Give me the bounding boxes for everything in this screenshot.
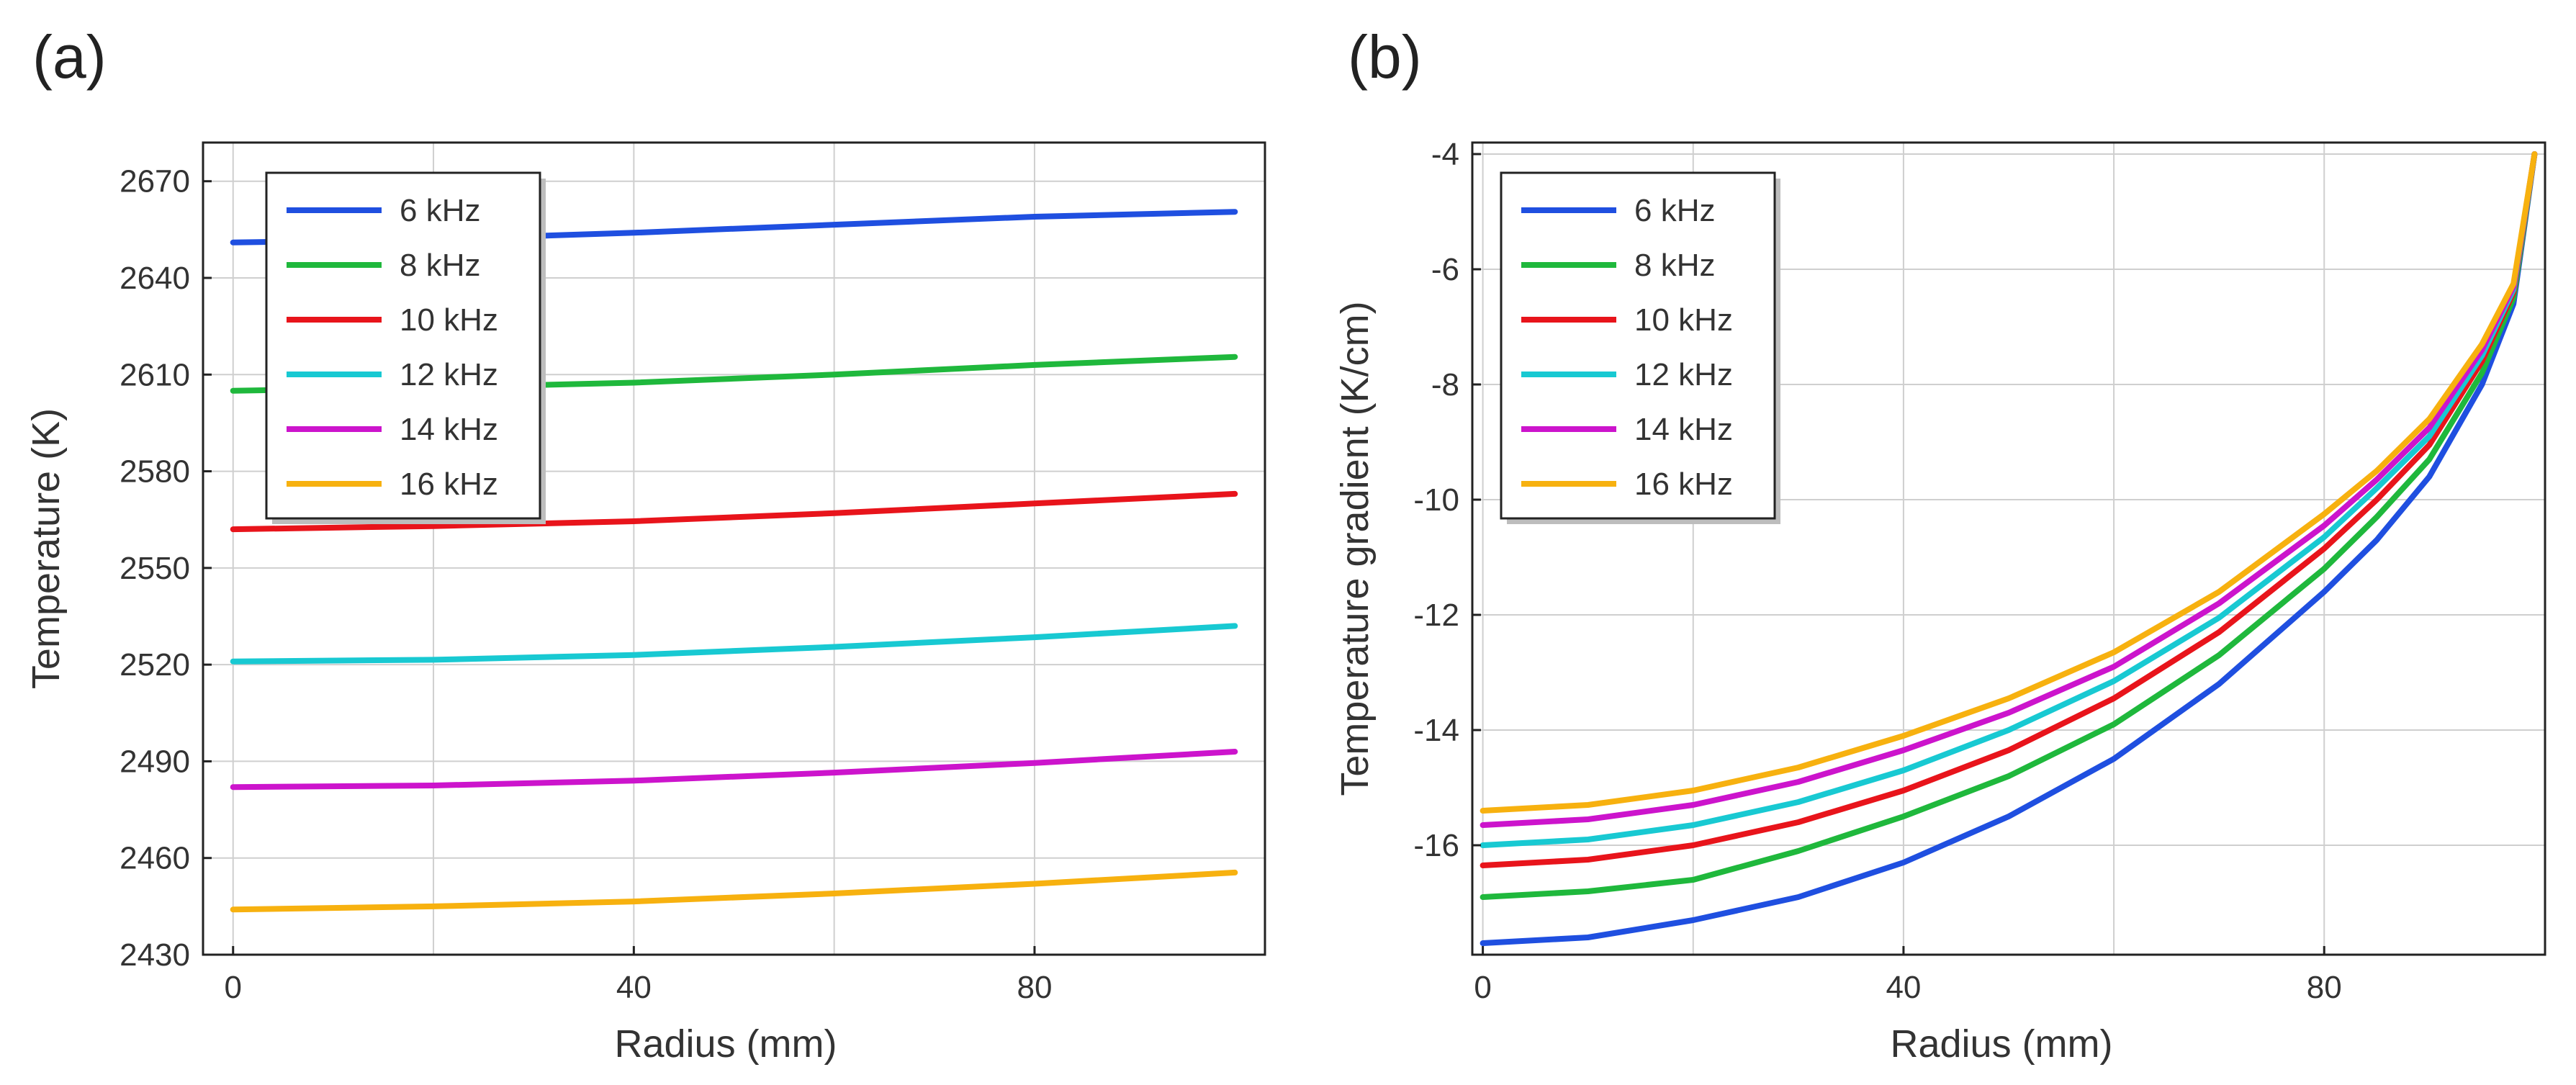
y-tick-label-a-8: 2670 [120, 164, 190, 199]
x-tick-label-b-2: 80 [2307, 970, 2342, 1005]
series-line-a-4 [230, 749, 1238, 791]
legend-label-b-1: 8 kHz [1634, 248, 1715, 283]
legend-b: 6 kHz 8 kHz 10 kHz 12 kHz 14 kHz 16 kHz [1500, 171, 1780, 524]
series-b [1480, 151, 2538, 946]
legend-label-b-4: 14 kHz [1634, 412, 1733, 447]
legend-label-a-1: 8 kHz [400, 248, 480, 283]
series-line-b-0 [1480, 151, 2538, 946]
y-ticks-b: -16 -14 -12 -10 -8 -6 -4 [1413, 137, 1481, 863]
panel-label-b: (b) [1348, 23, 1422, 91]
legend-label-b-5: 16 kHz [1634, 467, 1733, 502]
series-line-b-1 [1480, 151, 2538, 900]
legend-label-a-3: 12 kHz [400, 357, 498, 392]
y-tick-label-a-3: 2520 [120, 647, 190, 683]
legend-box-a [265, 171, 541, 520]
y-tick-label-b-6: -4 [1431, 137, 1459, 172]
y-tick-label-a-1: 2460 [120, 841, 190, 876]
y-tick-label-b-5: -6 [1431, 252, 1459, 287]
y-tick-label-a-2: 2490 [120, 744, 190, 779]
series-line-b-2 [1480, 151, 2538, 868]
y-tick-label-b-0: -16 [1413, 828, 1459, 863]
y-tick-label-a-6: 2610 [120, 357, 190, 392]
x-tick-label-a-2: 80 [1017, 970, 1052, 1005]
series-line-a-5 [230, 869, 1238, 913]
y-tick-label-a-0: 2430 [120, 937, 190, 973]
y-axis-label-a: Temperature (K) [24, 408, 68, 689]
legend-label-a-5: 16 kHz [400, 467, 498, 502]
x-tick-label-a-1: 40 [616, 970, 652, 1005]
y-tick-label-b-1: -14 [1413, 713, 1459, 748]
x-ticks-b: 0 40 80 [1474, 946, 2342, 1005]
series-line-a-2 [230, 490, 1238, 533]
y-tick-label-a-7: 2640 [120, 261, 190, 296]
legend-label-b-0: 6 kHz [1634, 193, 1715, 228]
legend-a: 6 kHz 8 kHz 10 kHz 12 kHz 14 kHz 16 kHz [265, 171, 546, 524]
y-tick-label-b-2: -12 [1413, 598, 1459, 633]
series-line-a-3 [230, 623, 1238, 665]
series-line-b-5 [1480, 151, 2538, 814]
legend-label-b-2: 10 kHz [1634, 302, 1733, 338]
plot-frame-a [202, 141, 1266, 956]
legend-box-b [1500, 171, 1776, 520]
x-ticks-a: 0 40 80 [225, 946, 1052, 1005]
legend-label-b-3: 12 kHz [1634, 357, 1733, 392]
series-line-b-4 [1480, 151, 2538, 828]
x-tick-label-b-1: 40 [1886, 970, 1921, 1005]
legend-label-a-0: 6 kHz [400, 193, 480, 228]
x-tick-label-a-0: 0 [225, 970, 242, 1005]
series-line-b-3 [1480, 151, 2538, 848]
y-tick-label-b-4: -8 [1431, 367, 1459, 402]
y-ticks-a: 2430 2460 2490 2520 2550 2580 2610 2640 2670 [120, 164, 212, 973]
y-tick-label-a-5: 2580 [120, 454, 190, 490]
y-tick-label-a-4: 2550 [120, 551, 190, 586]
legend-label-a-4: 14 kHz [400, 412, 498, 447]
y-axis-label-b: Temperature gradient (K/cm) [1333, 301, 1377, 796]
y-tick-label-b-3: -10 [1413, 482, 1459, 518]
legend-label-a-2: 10 kHz [400, 302, 498, 338]
x-axis-label-b: Radius (mm) [1890, 1022, 2112, 1066]
x-tick-label-b-0: 0 [1474, 970, 1491, 1005]
panel-label-a: (a) [32, 23, 107, 91]
x-axis-label-a: Radius (mm) [614, 1022, 837, 1066]
plot-frame-b [1471, 141, 2546, 956]
